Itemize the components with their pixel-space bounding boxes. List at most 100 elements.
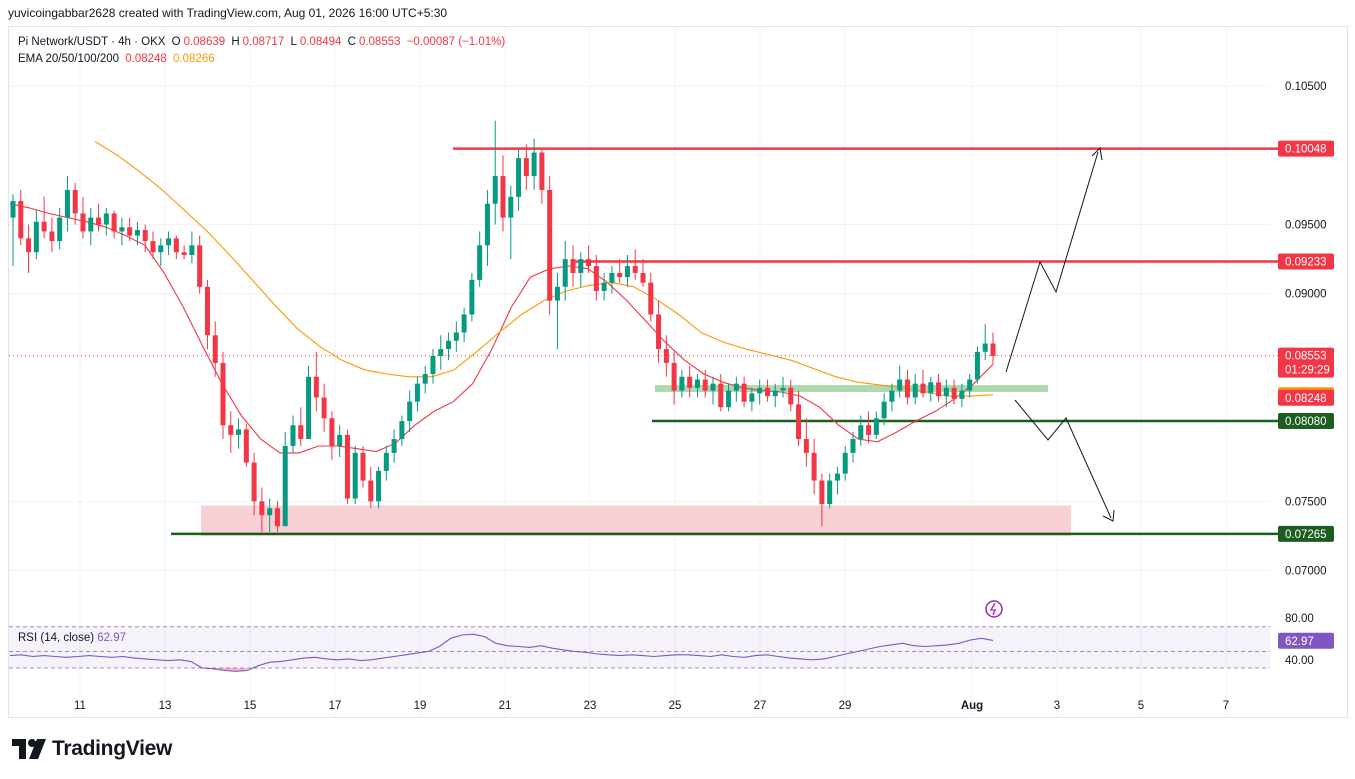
candle-body bbox=[757, 387, 763, 394]
candle-body bbox=[127, 227, 133, 236]
candle-body bbox=[181, 252, 187, 255]
time-tick-label: 3 bbox=[1054, 700, 1060, 712]
candle-body bbox=[391, 439, 397, 453]
candle-body bbox=[570, 259, 576, 273]
candle-body bbox=[897, 379, 903, 391]
created-line: yuvicoingabbar2628 created with TradingV… bbox=[8, 6, 448, 20]
candle-body bbox=[562, 259, 568, 287]
price-tag-support bbox=[1278, 413, 1334, 430]
candle-body bbox=[834, 473, 840, 481]
candle-body bbox=[26, 238, 32, 253]
candle-body bbox=[679, 376, 685, 391]
candle-body bbox=[508, 196, 514, 218]
time-tick-label: 15 bbox=[244, 700, 257, 712]
rsi-value-tag bbox=[1278, 632, 1334, 649]
ema50-line bbox=[94, 141, 994, 397]
candle-body bbox=[656, 314, 662, 350]
candle-body bbox=[282, 445, 288, 527]
candle-body bbox=[321, 397, 327, 419]
high-label: H bbox=[231, 36, 240, 48]
candle-body bbox=[671, 362, 677, 391]
chart-frame[interactable] bbox=[8, 26, 1348, 718]
rsi-pane bbox=[9, 600, 1270, 672]
candle-body bbox=[850, 439, 856, 453]
rsi-tick-label: 40.00 bbox=[1285, 655, 1314, 667]
candle-body bbox=[41, 221, 47, 232]
rsi-tick-label: 80.00 bbox=[1285, 613, 1314, 625]
candle-body bbox=[687, 376, 693, 388]
ema-legend[interactable]: EMA 20/50/100/200 0.08248 0.08266 bbox=[18, 53, 218, 65]
candle-body bbox=[484, 203, 490, 246]
candle-body bbox=[236, 429, 242, 435]
candle-body bbox=[974, 351, 980, 380]
last-price-countdown: 01:29:29 bbox=[1285, 365, 1330, 377]
candle-body bbox=[617, 272, 623, 278]
demand-zone bbox=[201, 505, 1071, 536]
candle-body bbox=[461, 314, 467, 333]
last-price-tag bbox=[1278, 347, 1334, 378]
bullish-projection-arrow bbox=[1005, 151, 1099, 373]
candle-body bbox=[990, 343, 996, 356]
candle-body bbox=[111, 213, 117, 232]
candle-body bbox=[648, 282, 654, 315]
candle-body bbox=[243, 429, 249, 463]
time-tick-label: Aug bbox=[961, 700, 983, 712]
candle-body bbox=[539, 152, 545, 190]
candle-body bbox=[982, 343, 988, 352]
candle-body bbox=[10, 200, 16, 218]
candle-body bbox=[399, 421, 405, 440]
candle-body bbox=[772, 390, 778, 397]
time-tick-label: 13 bbox=[159, 700, 172, 712]
candle-body bbox=[368, 480, 374, 502]
candle-body bbox=[438, 349, 444, 356]
candle-body bbox=[204, 286, 210, 336]
price-tick-label: 0.10500 bbox=[1285, 81, 1327, 93]
rsi-label: RSI (14, close) bbox=[18, 632, 95, 644]
candle-body bbox=[749, 393, 755, 402]
bolt-icon bbox=[989, 602, 996, 616]
tradingview-logo-icon bbox=[12, 739, 46, 759]
candle-body bbox=[632, 266, 638, 273]
price-tag-label: 0.09233 bbox=[1285, 256, 1327, 268]
candle-body bbox=[578, 259, 584, 273]
price-tag-resistance bbox=[1278, 253, 1334, 270]
candle-body bbox=[640, 272, 646, 283]
candle-body bbox=[329, 418, 335, 446]
price-tag-label: 0.08248 bbox=[1285, 393, 1327, 405]
close-value: 0.08553 bbox=[358, 36, 401, 48]
tradingview-logo[interactable]: TradingView bbox=[12, 737, 172, 761]
low-label: L bbox=[290, 36, 297, 48]
candle-body bbox=[18, 200, 24, 239]
bearish-projection-arrow bbox=[1014, 399, 1112, 519]
candle-body bbox=[780, 387, 786, 391]
candle-body bbox=[290, 425, 296, 446]
rsi-oversold-fill bbox=[213, 668, 248, 672]
candle-body bbox=[352, 452, 358, 499]
candle-body bbox=[702, 379, 708, 391]
candle-body bbox=[220, 362, 226, 426]
candle-body bbox=[624, 266, 630, 278]
high-value: 0.08717 bbox=[242, 36, 285, 48]
candle-body bbox=[764, 387, 770, 397]
symbol-label: Pi Network/USDT · 4h · OKX bbox=[18, 36, 166, 48]
candle-body bbox=[313, 376, 319, 398]
candle-body bbox=[430, 356, 436, 374]
candle-body bbox=[827, 480, 833, 505]
candle-body bbox=[811, 452, 817, 481]
candle-body bbox=[912, 383, 918, 398]
candles bbox=[10, 120, 996, 532]
candle-body bbox=[414, 383, 420, 402]
candle-body bbox=[57, 217, 63, 242]
alert-clock-icon bbox=[985, 600, 1003, 618]
candle-body bbox=[796, 404, 802, 440]
ohlc-legend[interactable]: Pi Network/USDT · 4h · OKX O 0.08639 H 0.0… bbox=[18, 36, 508, 48]
candle-body bbox=[150, 241, 156, 253]
rsi-legend[interactable]: RSI (14, close) 62.97 bbox=[18, 632, 126, 644]
bearish-arrowhead bbox=[1102, 509, 1115, 522]
time-tick-label: 25 bbox=[669, 700, 682, 712]
candle-body bbox=[469, 279, 475, 315]
candle-body bbox=[189, 245, 195, 255]
last-price-value: 0.08553 bbox=[1285, 351, 1327, 363]
time-tick-label: 21 bbox=[499, 700, 512, 712]
